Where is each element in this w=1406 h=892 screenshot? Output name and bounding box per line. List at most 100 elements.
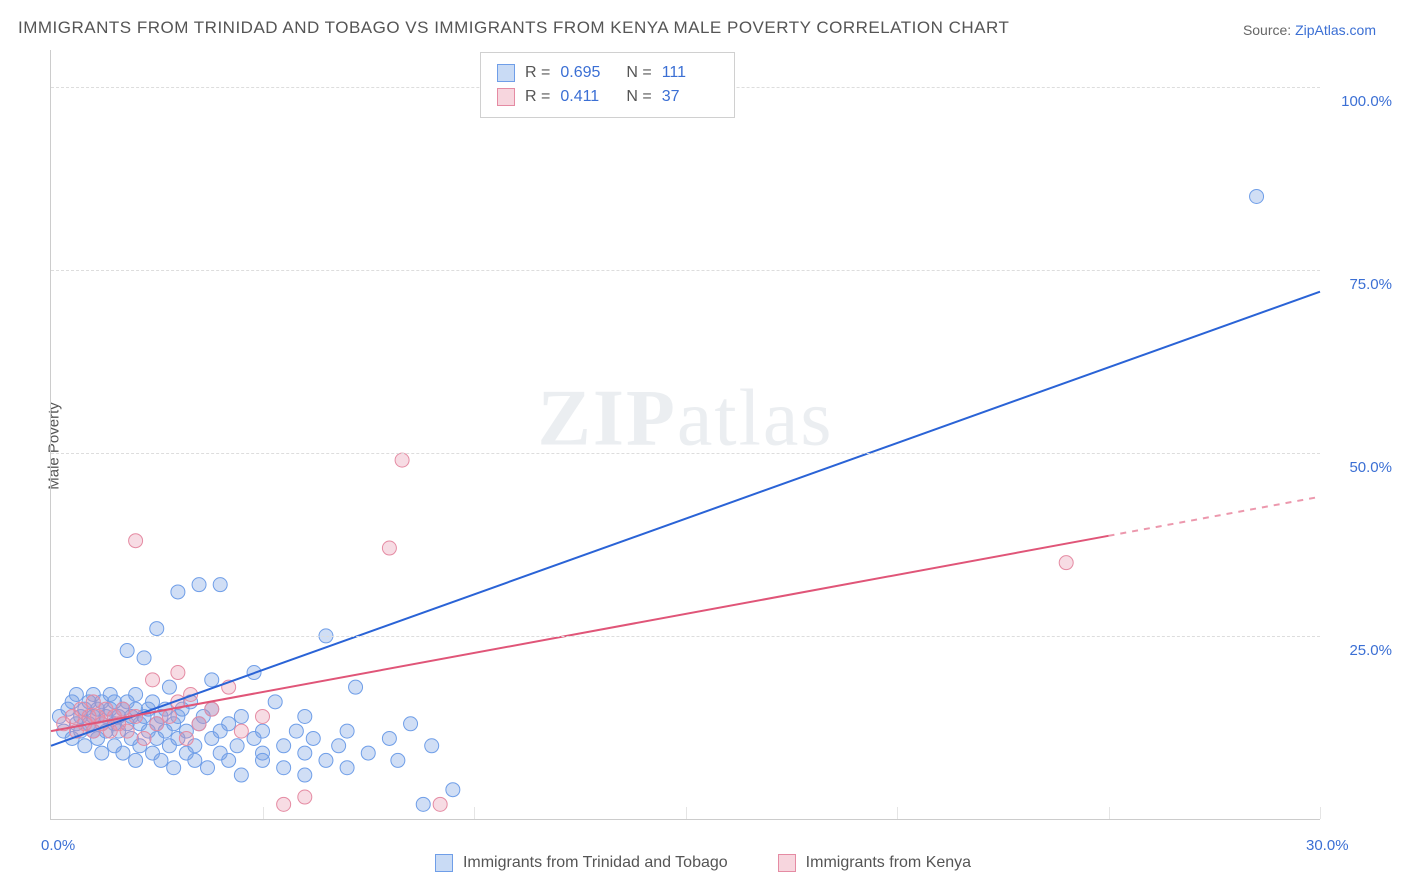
data-point xyxy=(162,680,176,694)
data-point xyxy=(1250,189,1264,203)
data-point xyxy=(230,739,244,753)
stat-r-value: 0.411 xyxy=(560,85,616,109)
data-point xyxy=(129,687,143,701)
data-point xyxy=(120,724,134,738)
data-point xyxy=(404,717,418,731)
data-point xyxy=(446,783,460,797)
data-point xyxy=(306,731,320,745)
data-point xyxy=(234,768,248,782)
data-point xyxy=(222,717,236,731)
y-tick-label: 50.0% xyxy=(1349,459,1392,476)
y-tick-label: 25.0% xyxy=(1349,642,1392,659)
data-point xyxy=(277,797,291,811)
legend-item: Immigrants from Kenya xyxy=(778,854,971,872)
legend-swatch xyxy=(435,854,453,872)
stats-legend-box: R = 0.695 N = 111R = 0.411 N = 37 xyxy=(480,52,735,118)
data-point xyxy=(277,739,291,753)
data-point xyxy=(256,753,270,767)
data-point xyxy=(1059,556,1073,570)
data-point xyxy=(222,753,236,767)
data-point xyxy=(171,585,185,599)
stat-r-label: R = xyxy=(525,85,550,109)
stat-n-label: N = xyxy=(626,85,651,109)
x-tick xyxy=(686,807,687,819)
stats-row: R =0.695N =111 xyxy=(497,61,718,85)
data-point xyxy=(171,666,185,680)
x-tick xyxy=(1109,807,1110,819)
stat-n-value: 111 xyxy=(662,61,718,85)
data-point xyxy=(150,717,164,731)
stat-r-label: R = xyxy=(525,61,550,85)
data-point xyxy=(86,695,100,709)
data-point xyxy=(120,644,134,658)
source-label: Source: xyxy=(1243,22,1291,38)
data-point xyxy=(425,739,439,753)
gridline-h xyxy=(51,270,1320,271)
data-point xyxy=(433,797,447,811)
legend-label: Immigrants from Trinidad and Tobago xyxy=(463,854,728,872)
legend-item: Immigrants from Trinidad and Tobago xyxy=(435,854,728,872)
plot-area: ZIPatlas 25.0%50.0%75.0%100.0%0.0%30.0% xyxy=(50,50,1320,820)
data-point xyxy=(162,709,176,723)
data-point xyxy=(205,702,219,716)
legend-swatch xyxy=(497,64,515,82)
stat-n-value: 37 xyxy=(662,85,718,109)
data-point xyxy=(395,453,409,467)
data-point xyxy=(154,753,168,767)
x-tick xyxy=(1320,807,1321,819)
chart-title: IMMIGRANTS FROM TRINIDAD AND TOBAGO VS I… xyxy=(18,18,1009,38)
data-point xyxy=(116,746,130,760)
data-point xyxy=(298,768,312,782)
legend-swatch xyxy=(778,854,796,872)
data-point xyxy=(192,717,206,731)
y-tick-label: 75.0% xyxy=(1349,276,1392,293)
x-tick xyxy=(263,807,264,819)
x-tick xyxy=(897,807,898,819)
data-point xyxy=(95,746,109,760)
series-legend: Immigrants from Trinidad and Tobago Immig… xyxy=(0,854,1406,872)
data-point xyxy=(69,687,83,701)
data-point xyxy=(150,622,164,636)
data-point xyxy=(382,541,396,555)
data-point xyxy=(213,578,227,592)
data-point xyxy=(289,724,303,738)
x-tick-label: 0.0% xyxy=(41,837,75,854)
data-point xyxy=(146,673,160,687)
data-point xyxy=(349,680,363,694)
data-point xyxy=(179,731,193,745)
data-point xyxy=(205,673,219,687)
data-point xyxy=(234,724,248,738)
source-attribution: Source: ZipAtlas.com xyxy=(1243,22,1376,38)
data-point xyxy=(298,709,312,723)
data-point xyxy=(192,578,206,592)
data-point xyxy=(116,702,130,716)
gridline-h xyxy=(51,453,1320,454)
data-point xyxy=(129,753,143,767)
data-point xyxy=(332,739,346,753)
data-point xyxy=(188,753,202,767)
x-tick xyxy=(474,807,475,819)
stats-row: R = 0.411 N = 37 xyxy=(497,85,718,109)
data-point xyxy=(361,746,375,760)
data-point xyxy=(416,797,430,811)
data-point xyxy=(137,731,151,745)
regression-line-dashed xyxy=(1109,497,1321,536)
data-point xyxy=(167,761,181,775)
gridline-h xyxy=(51,636,1320,637)
x-tick-label: 30.0% xyxy=(1306,837,1349,854)
data-point xyxy=(129,534,143,548)
data-point xyxy=(382,731,396,745)
data-point xyxy=(391,753,405,767)
data-point xyxy=(340,761,354,775)
data-point xyxy=(298,746,312,760)
y-tick-label: 100.0% xyxy=(1341,93,1392,110)
data-point xyxy=(298,790,312,804)
stat-r-value: 0.695 xyxy=(560,61,616,85)
source-link[interactable]: ZipAtlas.com xyxy=(1295,22,1376,38)
data-point xyxy=(256,724,270,738)
data-point xyxy=(137,651,151,665)
data-point xyxy=(78,739,92,753)
legend-label: Immigrants from Kenya xyxy=(806,854,971,872)
data-point xyxy=(268,695,282,709)
data-point xyxy=(277,761,291,775)
